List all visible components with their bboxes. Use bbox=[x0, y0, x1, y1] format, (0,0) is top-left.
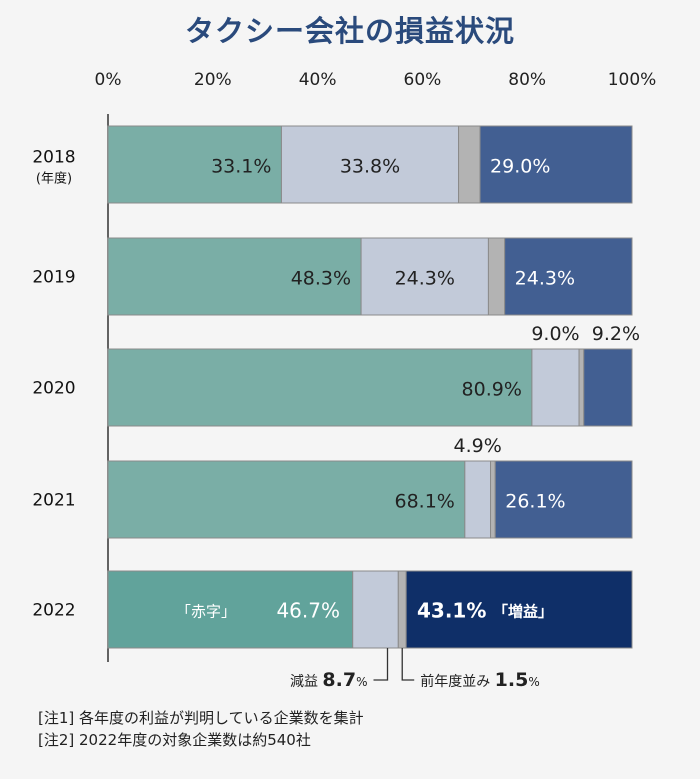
data-label: 29.0% bbox=[490, 156, 550, 178]
data-label: 4.9% bbox=[454, 435, 502, 457]
data-label: 26.1% bbox=[505, 491, 565, 513]
data-label: 24.3% bbox=[395, 268, 455, 290]
bar-segment-increase bbox=[405, 570, 633, 649]
bar-segment-increase bbox=[494, 460, 633, 539]
data-label: 43.1% bbox=[417, 599, 486, 623]
category-label: 2020 bbox=[32, 379, 75, 399]
red-tag-label: 「赤字」 bbox=[176, 603, 236, 621]
data-label: 33.8% bbox=[340, 156, 400, 178]
x-tick-label: 40% bbox=[299, 70, 337, 90]
note-2: [注2] 2022年度の対象企業数は約540社 bbox=[38, 731, 311, 749]
decrease-callout: 減益 8.7% bbox=[290, 669, 368, 691]
callout-line-decrease bbox=[373, 648, 389, 681]
bar-segment-increase bbox=[583, 348, 633, 427]
x-tick-label: 80% bbox=[508, 70, 546, 90]
chart-title: タクシー会社の損益状況 bbox=[184, 14, 515, 48]
flat-callout: 前年度並み 1.5% bbox=[420, 669, 540, 691]
bar-segment-red bbox=[107, 570, 354, 649]
data-label: 9.2% bbox=[592, 323, 640, 345]
bar-segment-decrease bbox=[360, 237, 489, 316]
data-label: 24.3% bbox=[515, 268, 575, 290]
data-label: 68.1% bbox=[394, 491, 454, 513]
bar-segment-red bbox=[107, 237, 362, 316]
category-label: 2018 bbox=[32, 148, 75, 168]
year-unit-label: (年度) bbox=[36, 171, 72, 187]
profit-tag-label: 「増益」 bbox=[493, 603, 553, 621]
bar-segment-flat bbox=[578, 348, 585, 427]
bar-segment-red bbox=[107, 125, 282, 204]
notes: [注1] 各年度の利益が判明している企業数を集計 [注2] 2022年度の対象企… bbox=[38, 707, 364, 751]
data-label: 33.1% bbox=[211, 156, 271, 178]
bar-segment-decrease bbox=[280, 125, 460, 204]
x-tick-label: 20% bbox=[194, 70, 232, 90]
data-label: 9.0% bbox=[531, 323, 579, 345]
data-label: 46.7% bbox=[276, 599, 340, 623]
category-label: 2022 bbox=[32, 601, 75, 621]
category-label: 2019 bbox=[32, 268, 75, 288]
bar-segment-flat bbox=[458, 125, 481, 204]
bar-segment-flat bbox=[397, 570, 407, 649]
bar-segment-decrease bbox=[464, 460, 492, 539]
category-label: 2021 bbox=[32, 491, 75, 511]
bar-segment-decrease bbox=[531, 348, 580, 427]
bar-segment-decrease bbox=[352, 570, 399, 649]
callout-line-flat bbox=[401, 648, 415, 681]
x-tick-label: 100% bbox=[608, 70, 657, 90]
stacked-bar-chart: 0% 20% 40% 60% 80% 100% 2018 (年度) 33.1% 33.8% 29.0… bbox=[32, 70, 657, 691]
note-1: [注1] 各年度の利益が判明している企業数を集計 bbox=[38, 709, 364, 727]
bar-segment-red bbox=[107, 348, 533, 427]
data-label: 48.3% bbox=[291, 268, 351, 290]
x-tick-label: 0% bbox=[95, 70, 122, 90]
bar-segment-flat bbox=[490, 460, 496, 539]
bar-segment-flat bbox=[487, 237, 506, 316]
bar-segment-increase bbox=[504, 237, 633, 316]
bar-segment-increase bbox=[479, 125, 633, 204]
x-tick-label: 60% bbox=[404, 70, 442, 90]
data-label: 80.9% bbox=[462, 379, 522, 401]
